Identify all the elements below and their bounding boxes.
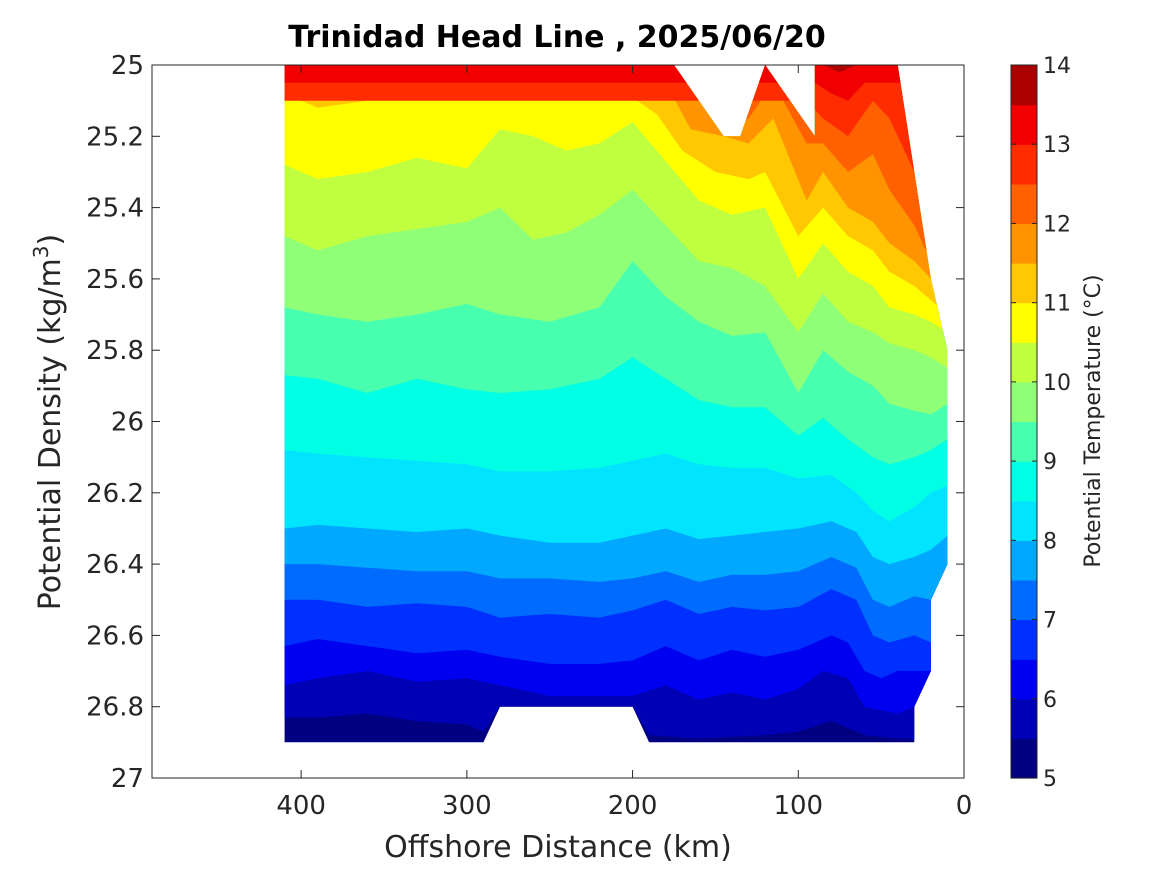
- colorbar-swatch: [1011, 698, 1037, 739]
- colorbar-label: Potential Temperature (°C): [1081, 274, 1106, 567]
- colorbar-swatch: [1011, 500, 1037, 541]
- x-tick-label: 100: [773, 791, 823, 821]
- colorbar-tick-label: 14: [1043, 54, 1071, 79]
- x-tick-label: 300: [442, 791, 492, 821]
- colorbar-swatch: [1011, 263, 1037, 304]
- x-tick-label: 200: [608, 791, 658, 821]
- y-tick-label: 26.6: [86, 621, 144, 651]
- colorbar-swatch: [1011, 619, 1037, 660]
- x-tick-label: 400: [276, 791, 326, 821]
- colorbar-tick-label: 13: [1043, 133, 1071, 158]
- colorbar-swatch: [1011, 65, 1037, 106]
- y-tick-label: 26.8: [86, 693, 144, 723]
- y-axis-label-superscript: 3: [29, 245, 53, 258]
- colorbar-tick-label: 11: [1043, 292, 1071, 317]
- y-axis-label: Potential Density (kg/m3): [29, 234, 68, 610]
- colorbar-ticks: 5 6 7 8 9 10 11 12 13 14: [1011, 54, 1071, 792]
- colorbar-swatch: [1011, 421, 1037, 462]
- colorbar-frame: [1010, 64, 1038, 779]
- y-tick-label: 26: [111, 408, 144, 438]
- colorbar-swatch: [1011, 342, 1037, 383]
- y-tick-label: 25: [111, 51, 144, 81]
- colorbar-tick-label: 8: [1043, 529, 1057, 554]
- x-tick-label: 0: [956, 791, 973, 821]
- colorbar-swatch: [1011, 579, 1037, 621]
- y-tick-label: 26.2: [86, 479, 144, 509]
- colorbar-swatch: [1011, 302, 1037, 343]
- y-tick-label: 25.4: [86, 194, 144, 224]
- y-tick-label: 25.2: [86, 122, 144, 152]
- colorbar-tick-label: 9: [1043, 450, 1057, 475]
- colorbar-swatch: [1011, 381, 1037, 423]
- y-axis-label-close: ): [33, 234, 68, 246]
- colorbar-tick-label: 5: [1043, 767, 1057, 792]
- colorbar-tick-label: 12: [1043, 212, 1071, 237]
- colorbar: [1011, 65, 1037, 779]
- y-tick-label: 25.6: [86, 265, 144, 295]
- y-axis-ticks: 25 25.2 25.4 25.6 25.8 26 26.2 26.4 26.6 26.8 27: [86, 51, 964, 794]
- colorbar-swatch: [1011, 223, 1037, 264]
- y-axis-label-main: Potential Density (kg/m: [33, 258, 68, 610]
- y-tick-label: 26.4: [86, 550, 144, 580]
- x-axis-ticks: 400 300 200 100 0: [276, 65, 972, 821]
- x-axis-label: Offshore Distance (km): [384, 830, 732, 865]
- colorbar-swatch: [1011, 183, 1037, 225]
- colorbar-swatch: [1011, 738, 1037, 779]
- colorbar-tick-label: 7: [1043, 609, 1057, 634]
- colorbar-swatch: [1011, 144, 1037, 185]
- y-tick-label: 25.8: [86, 336, 144, 366]
- colorbar-tick-label: 6: [1043, 688, 1057, 713]
- colorbar-swatch: [1011, 461, 1037, 502]
- colorbar-swatch: [1011, 659, 1037, 700]
- colorbar-swatch: [1011, 104, 1037, 145]
- colorbar-swatch: [1011, 540, 1037, 581]
- chart-title: Trinidad Head Line , 2025/06/20: [288, 20, 825, 55]
- colorbar-tick-label: 10: [1043, 371, 1071, 396]
- y-tick-label: 27: [111, 764, 144, 794]
